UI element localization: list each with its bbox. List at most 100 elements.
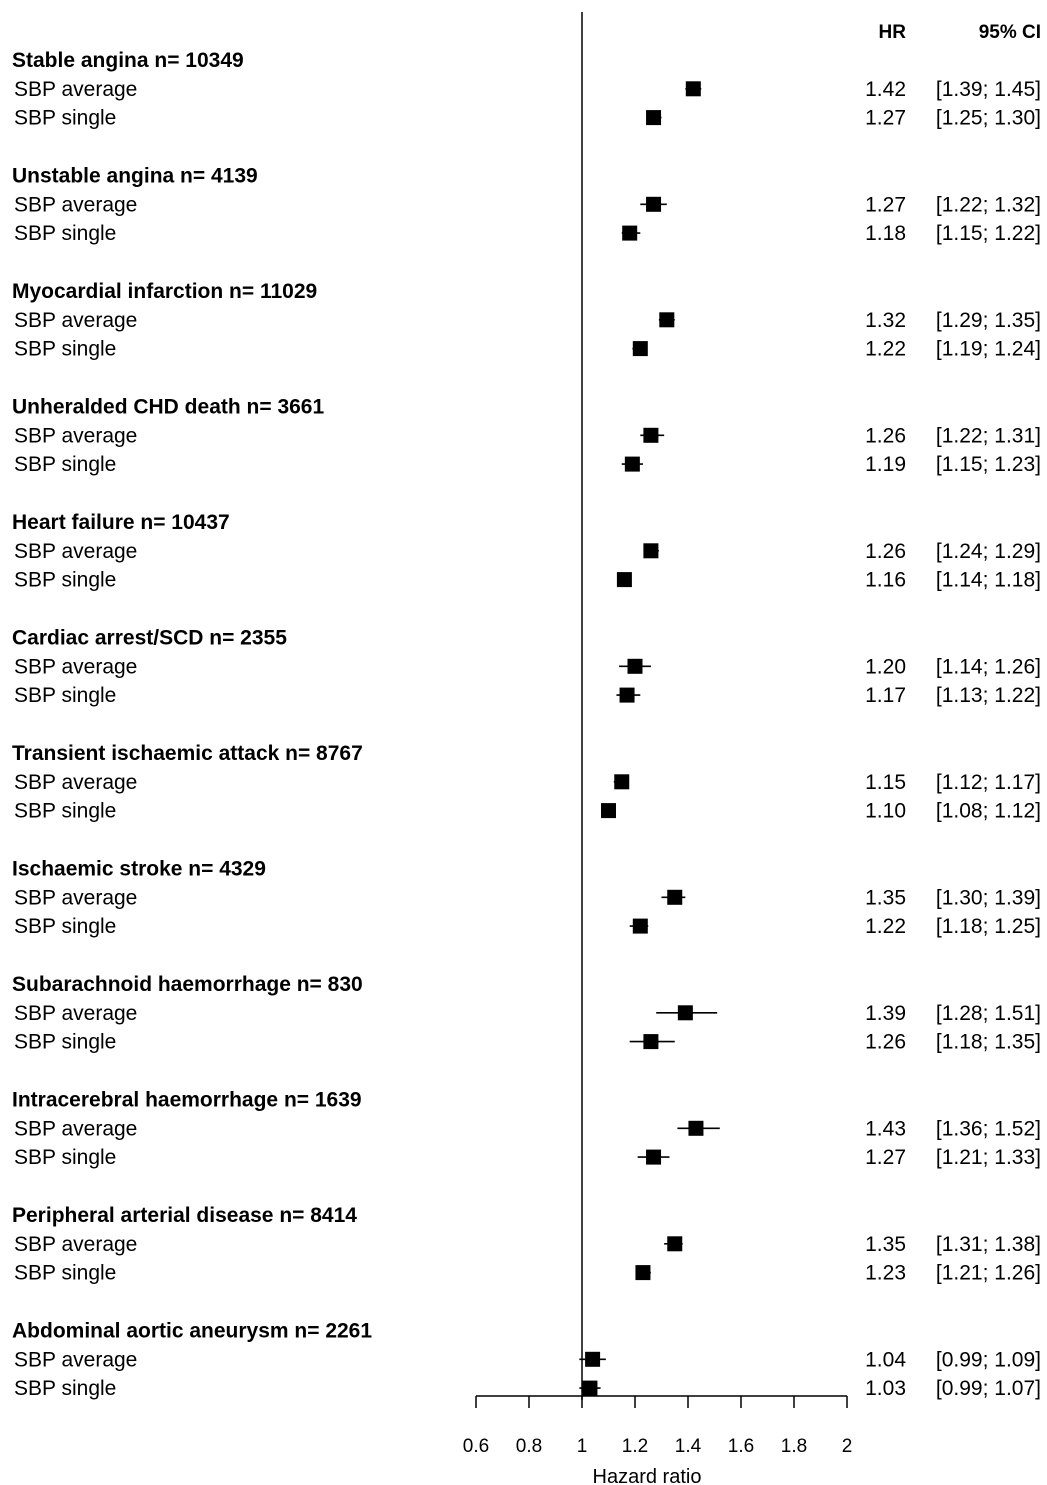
group-label: Peripheral arterial disease n= 8414 xyxy=(12,1204,357,1227)
group-label: Subarachnoid haemorrhage n= 830 xyxy=(12,973,363,996)
row-label: SBP single xyxy=(14,453,116,476)
group-label: Intracerebral haemorrhage n= 1639 xyxy=(12,1089,362,1112)
hr-value: 1.27 xyxy=(865,1146,906,1169)
row-label: SBP average xyxy=(14,1117,137,1140)
row-label: SBP single xyxy=(14,338,116,361)
group-label: Myocardial infarction n= 11029 xyxy=(12,280,317,303)
row-label: SBP single xyxy=(14,1146,116,1169)
point-estimate xyxy=(667,1236,683,1252)
hr-value: 1.04 xyxy=(865,1348,906,1371)
hr-value: 1.19 xyxy=(865,453,906,476)
row-label: SBP single xyxy=(14,107,116,130)
ci-value: [0.99; 1.09] xyxy=(936,1348,1041,1371)
x-axis: 0.6 0.8 1 1.2 1.4 1.6 1.8 2 xyxy=(463,1395,853,1457)
ci-value: [1.18; 1.25] xyxy=(936,915,1041,938)
hr-value: 1.26 xyxy=(865,540,906,563)
row-label: SBP single xyxy=(14,1377,116,1400)
row-label: SBP average xyxy=(14,655,137,678)
row-label: SBP average xyxy=(14,424,137,447)
point-estimate xyxy=(622,225,638,241)
hr-value: 1.27 xyxy=(865,193,906,216)
row-label: SBP average xyxy=(14,309,137,332)
ci-value: [1.15; 1.23] xyxy=(936,453,1041,476)
hr-value: 1.17 xyxy=(865,684,906,707)
row-label: SBP average xyxy=(14,771,137,794)
ci-value: [1.21; 1.26] xyxy=(936,1262,1041,1285)
hr-value: 1.35 xyxy=(865,886,906,909)
ci-value: [1.30; 1.39] xyxy=(936,886,1041,909)
hr-value: 1.16 xyxy=(865,569,906,592)
point-estimate xyxy=(646,196,662,212)
point-estimate xyxy=(643,427,659,443)
row-label: SBP single xyxy=(14,684,116,707)
hr-value: 1.10 xyxy=(865,800,906,823)
point-estimate xyxy=(677,1005,693,1021)
x-tick-label: 1.4 xyxy=(675,1436,702,1457)
ci-value: [1.12; 1.17] xyxy=(936,771,1041,794)
point-estimate xyxy=(659,312,675,328)
hr-value: 1.03 xyxy=(865,1377,906,1400)
x-tick-label: 1.2 xyxy=(622,1436,648,1457)
hr-column-header: HR xyxy=(879,22,907,43)
x-tick-label: 1.6 xyxy=(728,1436,754,1457)
hr-value: 1.15 xyxy=(865,771,906,794)
row-label: SBP average xyxy=(14,540,137,563)
ci-value: [1.15; 1.22] xyxy=(936,222,1041,245)
point-estimate xyxy=(635,1265,651,1281)
hr-value: 1.39 xyxy=(865,1002,906,1025)
ci-value: [1.28; 1.51] xyxy=(936,1002,1041,1025)
ci-value: [1.08; 1.12] xyxy=(936,800,1041,823)
point-estimate xyxy=(582,1380,598,1396)
x-tick-label: 0.8 xyxy=(516,1436,542,1457)
row-label: SBP single xyxy=(14,222,116,245)
ci-value: [1.29; 1.35] xyxy=(936,309,1041,332)
hr-value: 1.20 xyxy=(865,655,906,678)
row-label: SBP single xyxy=(14,915,116,938)
ci-value: [1.14; 1.26] xyxy=(936,655,1041,678)
point-estimate xyxy=(601,803,616,819)
group-label: Abdominal aortic aneurysm n= 2261 xyxy=(12,1320,372,1343)
x-tick-label: 2 xyxy=(842,1436,853,1457)
point-estimate xyxy=(646,110,662,126)
group-label: Heart failure n= 10437 xyxy=(12,511,230,534)
hr-value: 1.42 xyxy=(865,78,906,101)
group-label: Ischaemic stroke n= 4329 xyxy=(12,858,266,881)
group-label: Transient ischaemic attack n= 8767 xyxy=(12,742,363,765)
ci-value: [1.21; 1.33] xyxy=(936,1146,1041,1169)
group-label: Cardiac arrest/SCD n= 2355 xyxy=(12,627,287,650)
ci-value: [1.18; 1.35] xyxy=(936,1031,1041,1054)
hr-value: 1.22 xyxy=(865,338,906,361)
row-label: SBP average xyxy=(14,886,137,909)
forest-rows: Stable angina n= 10349 SBP average 1.42 [1.… xyxy=(12,12,1041,1400)
ci-value: [1.39; 1.45] xyxy=(936,78,1041,101)
point-estimate xyxy=(624,456,640,472)
row-label: SBP average xyxy=(14,78,137,101)
row-label: SBP single xyxy=(14,1262,116,1285)
hr-value: 1.27 xyxy=(865,107,906,130)
ci-value: [1.13; 1.22] xyxy=(936,684,1041,707)
ci-value: [1.25; 1.30] xyxy=(936,107,1041,130)
ci-value: [1.14; 1.18] xyxy=(936,569,1041,592)
hr-value: 1.35 xyxy=(865,1233,906,1256)
point-estimate xyxy=(616,572,632,588)
point-estimate xyxy=(585,1351,601,1367)
hr-value: 1.43 xyxy=(865,1117,906,1140)
point-estimate xyxy=(688,1120,704,1136)
point-estimate xyxy=(685,81,701,97)
hr-value: 1.22 xyxy=(865,915,906,938)
row-label: SBP single xyxy=(14,1031,116,1054)
hr-value: 1.32 xyxy=(865,309,906,332)
point-estimate xyxy=(667,889,683,905)
ci-value: [1.31; 1.38] xyxy=(936,1233,1041,1256)
hr-value: 1.18 xyxy=(865,222,906,245)
x-tick-label: 1 xyxy=(577,1436,588,1457)
row-label: SBP average xyxy=(14,193,137,216)
point-estimate xyxy=(632,918,648,934)
ci-value: [1.24; 1.29] xyxy=(936,540,1041,563)
point-estimate xyxy=(643,543,659,559)
ci-value: [0.99; 1.07] xyxy=(936,1377,1041,1400)
row-label: SBP average xyxy=(14,1348,137,1371)
ci-value: [1.22; 1.31] xyxy=(936,424,1041,447)
point-estimate xyxy=(643,1034,659,1050)
